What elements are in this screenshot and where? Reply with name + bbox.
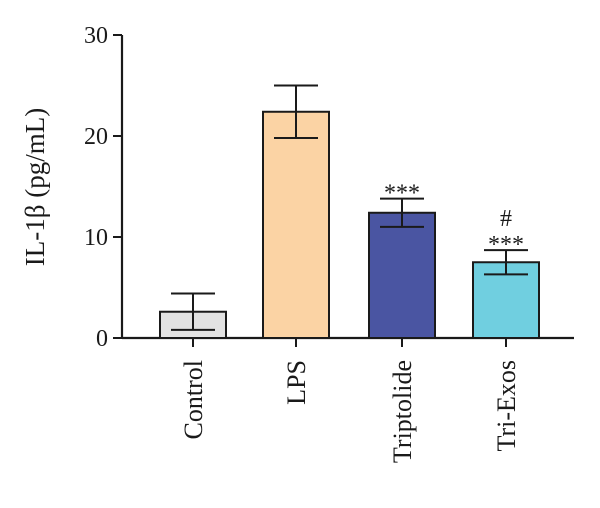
category-label: LPS: [282, 360, 311, 405]
y-tick-label: 20: [84, 124, 108, 150]
significance-stars: ***: [488, 232, 524, 258]
y-axis: 0 10 20 30: [84, 23, 124, 352]
bars: [159, 110, 540, 340]
y-axis-title: IL-1β (pg/mL): [20, 108, 50, 266]
bar-triptolide: [368, 211, 436, 339]
y-tick-label: 0: [96, 326, 108, 352]
significance-hash: #: [500, 206, 512, 232]
bar-lps: [262, 110, 330, 340]
category-label: Tri-Exos: [492, 360, 521, 452]
category-labels: Control LPS Triptolide Tri-Exos: [179, 360, 521, 463]
significance-stars: ***: [384, 181, 420, 207]
category-label: Triptolide: [388, 360, 417, 463]
y-tick-label: 10: [84, 225, 108, 251]
category-label: Control: [179, 360, 208, 439]
x-axis: [122, 336, 574, 347]
y-tick-label: 30: [84, 23, 108, 49]
error-bars: [171, 84, 528, 331]
significance-marks: ******#: [384, 181, 524, 259]
